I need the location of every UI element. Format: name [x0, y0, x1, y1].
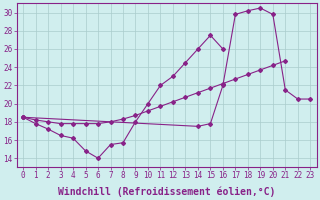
X-axis label: Windchill (Refroidissement éolien,°C): Windchill (Refroidissement éolien,°C) — [58, 186, 276, 197]
